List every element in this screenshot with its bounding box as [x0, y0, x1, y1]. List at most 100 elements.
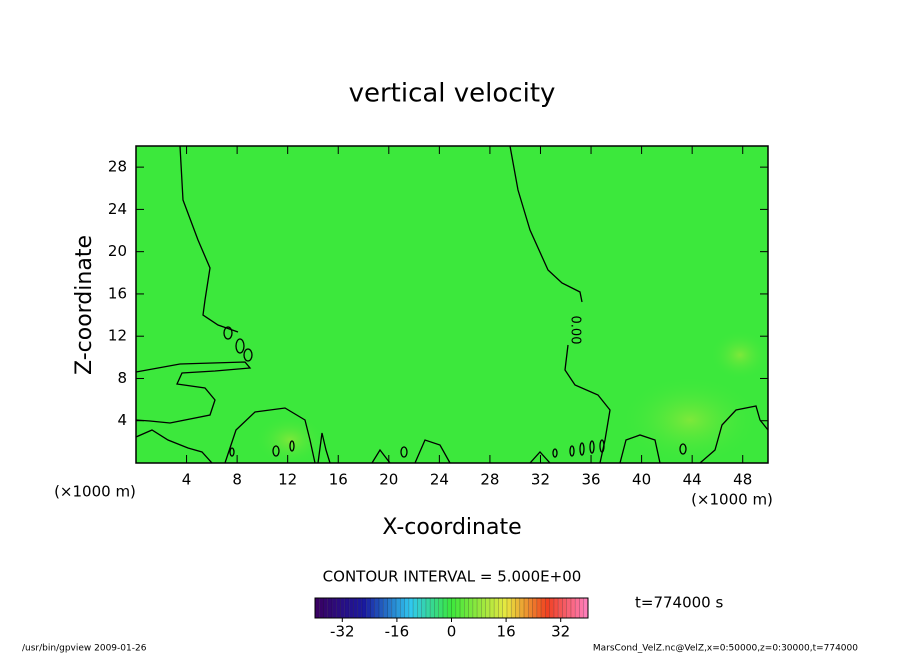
- y-tick-label: 4: [117, 411, 127, 429]
- x-unit: (×1000 m): [54, 483, 136, 501]
- colorbar-cell: [378, 598, 384, 618]
- colorbar-cell: [506, 598, 512, 618]
- colorbar-cell: [349, 598, 354, 618]
- contour-line: [136, 361, 252, 424]
- x-tick-label: 40: [632, 471, 651, 489]
- contour-line: [136, 429, 213, 463]
- plot-area: [136, 146, 768, 463]
- colorbar-cell: [570, 598, 576, 618]
- colorbar-cell: [553, 598, 559, 618]
- contour-line: [569, 445, 575, 457]
- contour-line: [414, 439, 451, 463]
- colorbar-cell: [532, 598, 537, 618]
- colorbar-tick-label: -16: [385, 623, 410, 641]
- colorbar-cell: [442, 598, 448, 618]
- colorbar-tick-label: 32: [551, 623, 570, 641]
- contour-line: [699, 405, 768, 463]
- y-tick-label: 28: [108, 158, 127, 176]
- contour-interval: CONTOUR INTERVAL = 5.000E+00: [323, 568, 582, 586]
- x-tick-label: 44: [683, 471, 702, 489]
- colorbar-cell: [566, 598, 571, 618]
- colorbar-cell: [477, 598, 482, 618]
- contour-line: [243, 348, 253, 362]
- contour-line: [289, 440, 295, 452]
- footer-left: /usr/bin/gpview 2009-01-26: [22, 644, 147, 654]
- y-tick-label: 12: [108, 327, 127, 345]
- colorbar-tick-label: -32: [330, 623, 355, 641]
- chart-title: vertical velocity: [349, 79, 556, 109]
- colorbar-cell: [579, 598, 584, 618]
- colorbar-cell: [340, 598, 345, 618]
- colorbar-cell: [430, 598, 435, 618]
- contour-line: [529, 451, 551, 463]
- colorbar-cell: [511, 598, 516, 618]
- colorbar-cell: [344, 598, 350, 618]
- contour-line: [235, 338, 245, 354]
- contour-line: [579, 442, 585, 456]
- colorbar-cell: [545, 598, 550, 618]
- contour-line: [400, 446, 408, 458]
- colorbar-cell: [336, 598, 341, 618]
- colorbar-cell: [528, 598, 533, 618]
- colorbar-cell: [421, 598, 426, 618]
- colorbar-cell: [558, 598, 563, 618]
- colorbar-cell: [400, 598, 405, 618]
- contour-line: [272, 445, 280, 457]
- colorbar-cell: [396, 598, 401, 618]
- x-unit: (×1000 m): [691, 491, 773, 509]
- contour-line: [564, 344, 611, 463]
- colorbar-tick-label: 16: [497, 623, 516, 641]
- contour-line: [224, 407, 316, 463]
- colorbar-cell: [515, 598, 520, 618]
- x-tick-label: 12: [278, 471, 297, 489]
- colorbar-cell: [383, 598, 388, 618]
- colorbar-cell: [536, 598, 542, 618]
- x-tick-label: 36: [581, 471, 600, 489]
- colorbar-cell: [413, 598, 418, 618]
- colorbar-cell: [366, 598, 371, 618]
- x-tick-label: 24: [430, 471, 449, 489]
- colorbar-cell: [391, 598, 397, 618]
- colorbar-cell: [562, 598, 567, 618]
- contour-line: [223, 326, 233, 340]
- y-axis-label: Z-coordinate: [72, 235, 97, 375]
- y-tick-label: 24: [108, 200, 127, 218]
- colorbar-cell: [468, 598, 473, 618]
- colorbar-cell: [332, 598, 337, 618]
- colorbar-cell: [438, 598, 443, 618]
- colorbar-cell: [404, 598, 409, 618]
- colorbar-cell: [489, 598, 495, 618]
- colorbar-cell: [315, 598, 320, 618]
- footer-right: MarsCond_VelZ.nc@VelZ,x=0:50000,z=0:3000…: [593, 644, 858, 654]
- colorbar-cell: [472, 598, 478, 618]
- colorbar-cell: [455, 598, 461, 618]
- x-tick-label: 8: [232, 471, 242, 489]
- contour-line: [317, 432, 331, 463]
- colorbar-cell: [519, 598, 525, 618]
- colorbar-cell: [541, 598, 546, 618]
- contour-line: [509, 146, 583, 303]
- x-tick-label: 28: [480, 471, 499, 489]
- colorbar-cell: [464, 598, 469, 618]
- time-label: t=774000 s: [635, 594, 723, 612]
- colorbar-cell: [485, 598, 490, 618]
- contour-line: [179, 146, 239, 333]
- contour-label: 0.00: [568, 316, 583, 345]
- colorbar-cell: [357, 598, 362, 618]
- contour-line: [552, 448, 558, 458]
- colorbar-cell: [417, 598, 422, 618]
- field-patch: [710, 330, 768, 380]
- contour-line: [679, 443, 687, 455]
- colorbar-cell: [481, 598, 486, 618]
- y-tick-label: 8: [117, 369, 127, 387]
- contour-line: [589, 440, 595, 454]
- colorbar-cell: [451, 598, 456, 618]
- colorbar-cell: [583, 598, 588, 618]
- colorbar-cell: [327, 598, 333, 618]
- field-patch: [255, 415, 325, 463]
- contour-line: [599, 439, 605, 453]
- colorbar-cell: [575, 598, 580, 618]
- contour-line: [619, 434, 661, 463]
- colorbar-cell: [370, 598, 375, 618]
